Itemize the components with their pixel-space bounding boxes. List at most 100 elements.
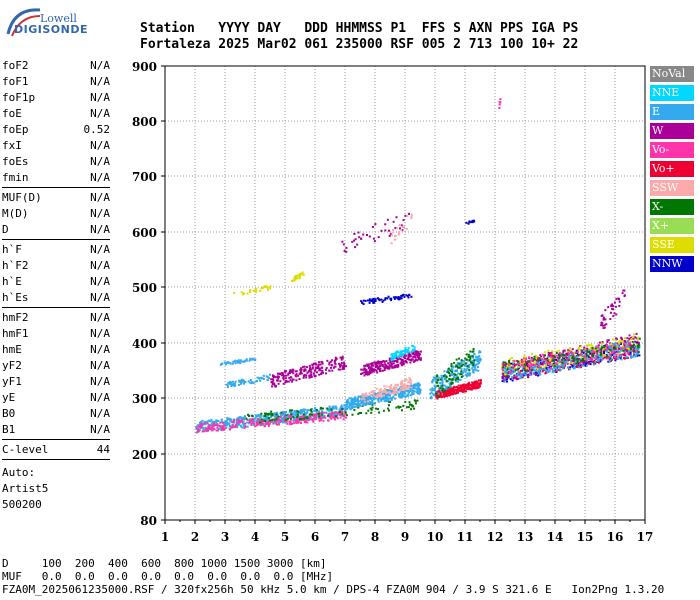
data-point [302, 273, 305, 276]
data-point [475, 380, 478, 383]
data-point [407, 347, 410, 349]
data-point [365, 392, 368, 395]
data-point [382, 299, 385, 302]
data-point [578, 359, 581, 362]
data-point [318, 373, 321, 376]
auto-line: Artist5 [2, 482, 49, 495]
data-point [459, 389, 462, 392]
data-point [291, 412, 294, 415]
param-row-b1: B1 N/A [2, 422, 110, 438]
data-point [244, 424, 247, 427]
data-point [345, 404, 347, 406]
data-point [448, 390, 451, 393]
data-point [549, 367, 552, 370]
data-point [363, 400, 366, 403]
data-point [270, 420, 273, 423]
data-point [282, 378, 285, 381]
data-point [454, 378, 457, 381]
data-point [623, 342, 625, 345]
data-point [241, 379, 244, 382]
data-point [448, 374, 451, 377]
data-point [262, 423, 265, 425]
param-label: foF2 [2, 59, 29, 72]
data-point [583, 350, 585, 352]
data-point [624, 354, 627, 357]
data-point [511, 376, 514, 379]
data-point [552, 363, 555, 366]
data-point [329, 409, 332, 412]
data-point [449, 373, 452, 376]
data-point [611, 350, 614, 352]
data-point [346, 414, 348, 417]
data-point [228, 423, 231, 426]
data-point [341, 414, 344, 417]
data-point [400, 297, 403, 300]
data-point [557, 349, 560, 352]
data-point [569, 366, 572, 369]
data-point [590, 357, 593, 360]
data-point [407, 394, 410, 397]
data-point [366, 398, 369, 401]
data-point [615, 358, 618, 361]
data-point [226, 384, 229, 387]
data-point [205, 421, 208, 424]
data-point [447, 386, 450, 389]
data-point [364, 369, 367, 372]
data-point [473, 359, 476, 362]
data-point [390, 297, 393, 300]
data-point [410, 295, 413, 298]
data-point [449, 369, 452, 372]
data-point [571, 359, 574, 362]
data-point [294, 413, 297, 416]
data-point [516, 362, 519, 365]
chart-legend: NoVal NNE E W Vo- Vo+ SSW X- X+ SSE NNW [650, 66, 694, 275]
data-point [633, 347, 636, 350]
data-point [388, 409, 390, 412]
data-point [380, 397, 383, 400]
data-point [472, 356, 475, 359]
data-point [270, 415, 272, 418]
data-point [613, 347, 616, 350]
param-label: h`E [2, 275, 22, 288]
data-point [622, 347, 625, 350]
data-point [557, 362, 560, 365]
data-point [399, 387, 402, 390]
data-point [590, 358, 593, 361]
data-point [538, 365, 540, 368]
data-point [377, 362, 380, 365]
data-point [370, 371, 373, 374]
data-point [429, 392, 432, 395]
data-point [512, 377, 515, 380]
data-point [480, 379, 482, 382]
data-point [437, 392, 440, 395]
data-point [333, 411, 336, 414]
data-point [570, 361, 572, 364]
data-point [473, 353, 476, 356]
data-point [503, 380, 506, 383]
data-point [367, 395, 370, 398]
data-point [321, 410, 324, 413]
data-point [509, 371, 512, 374]
data-point [431, 381, 434, 384]
data-point [550, 353, 553, 356]
data-point [398, 231, 400, 234]
data-point [456, 389, 458, 392]
data-point [282, 419, 284, 422]
data-point [375, 407, 378, 410]
param-label: D [2, 223, 9, 236]
data-point [381, 300, 384, 303]
data-point [504, 373, 507, 376]
data-point [303, 373, 306, 376]
data-point [580, 352, 583, 355]
data-point [406, 351, 409, 354]
data-point [392, 228, 394, 231]
data-point [455, 377, 458, 380]
data-point [606, 355, 608, 358]
data-point [408, 212, 410, 215]
data-point [296, 277, 299, 280]
data-point [360, 397, 363, 400]
param-value: N/A [90, 375, 110, 388]
data-point [358, 405, 361, 408]
data-point [624, 348, 627, 351]
data-point [383, 367, 386, 370]
